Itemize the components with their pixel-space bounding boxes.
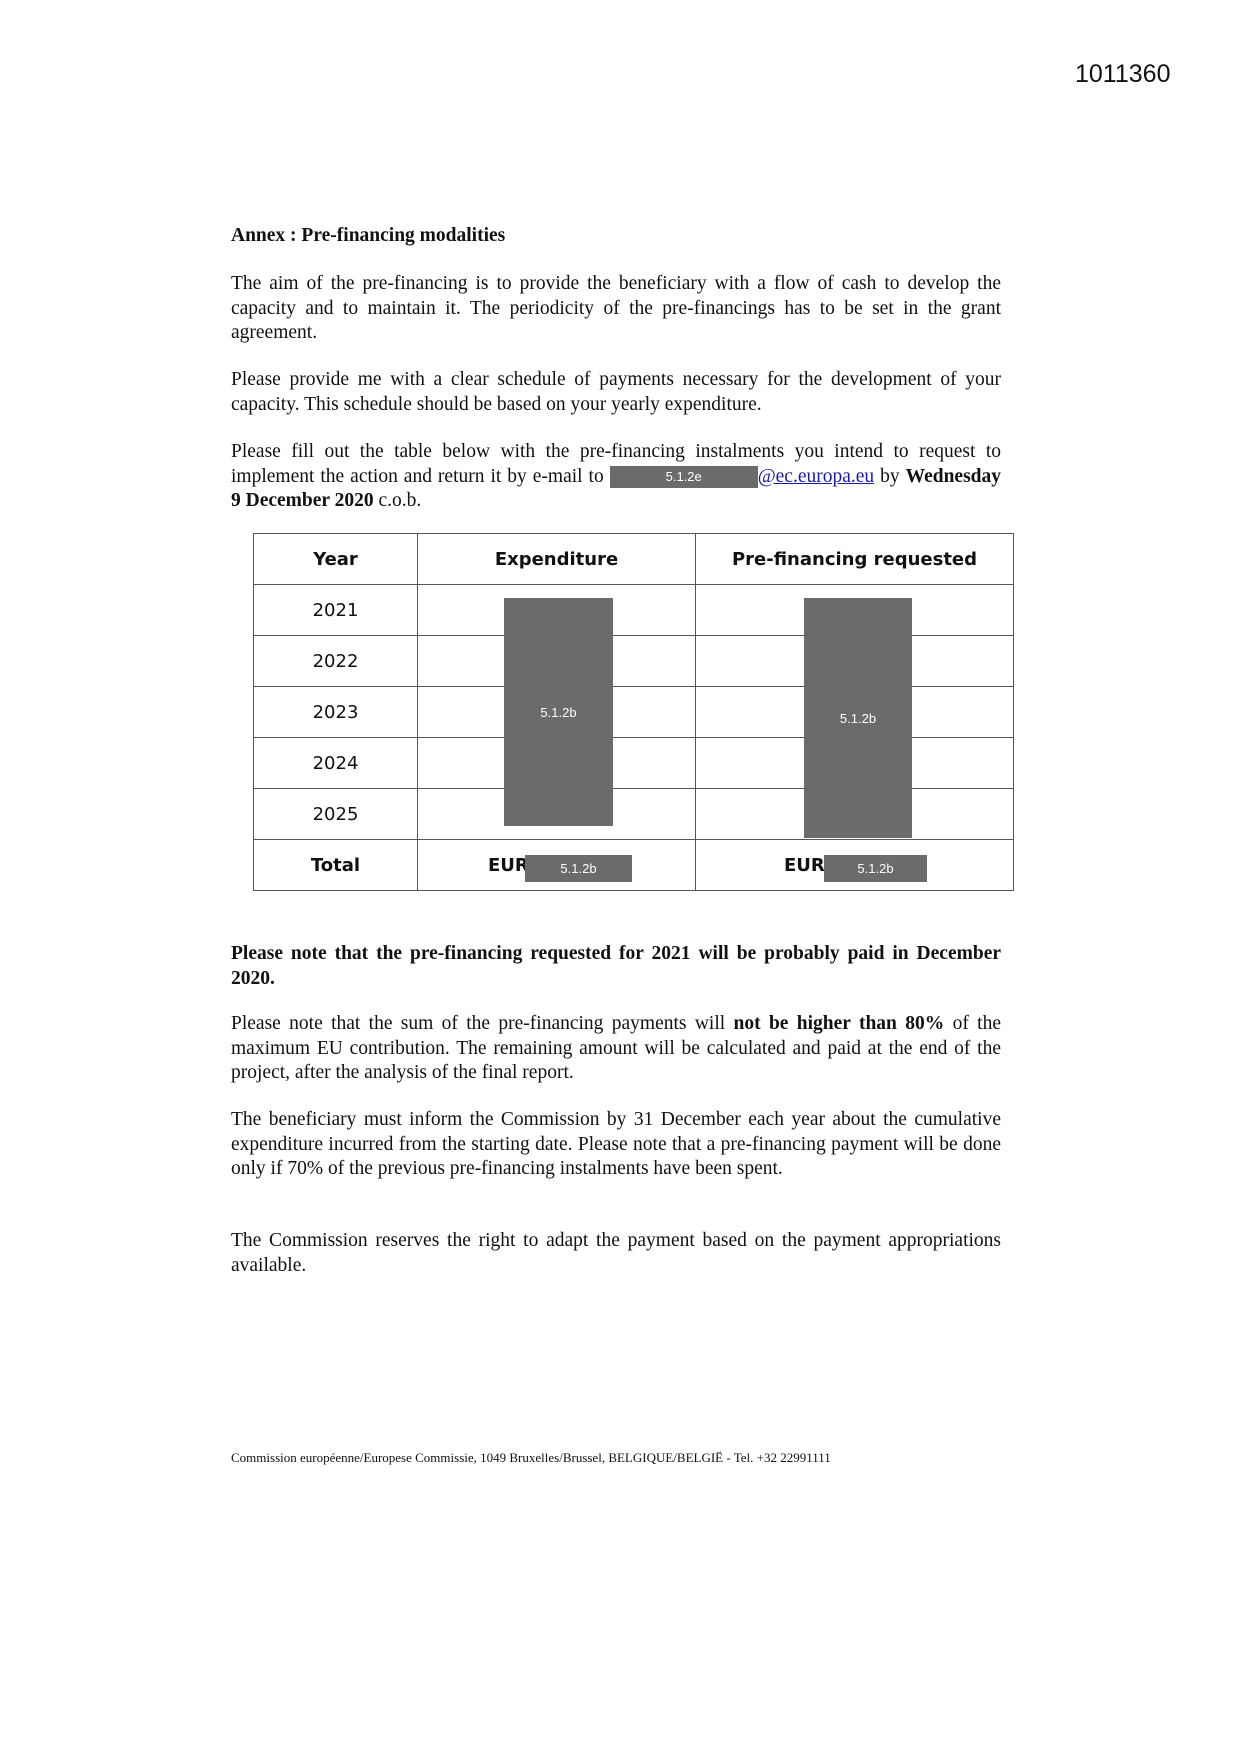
redaction: 5.1.2e xyxy=(609,466,758,489)
year-cell: 2024 xyxy=(253,737,418,789)
header-prefinancing: Pre-financing requested xyxy=(695,533,1014,585)
redaction-prefinancing: 5.1.2b xyxy=(804,598,912,838)
heading: Annex : Pre-financing modalities xyxy=(231,225,506,246)
total-label: Total xyxy=(253,839,418,891)
year-cell: 2023 xyxy=(253,686,418,738)
paragraph-reserves: The Commission reserves the right to ada… xyxy=(231,1230,1001,1276)
year-cell: 2021 xyxy=(253,584,418,636)
note-paragraph: Please note that the pre-financing reque… xyxy=(231,943,1001,989)
header-expenditure: Expenditure xyxy=(417,533,696,585)
paragraph-80-percent: Please note that the sum of the pre-fina… xyxy=(231,1013,1001,1084)
redaction-total-expenditure: 5.1.2b xyxy=(525,855,632,882)
paragraph-fill-out: Please fill out the table below with the… xyxy=(231,441,1001,512)
header-year: Year xyxy=(253,533,418,585)
footer: Commission européenne/Europese Commissie… xyxy=(231,1450,831,1465)
paragraph-aim: The aim of the pre-financing is to provi… xyxy=(231,273,1001,344)
document-number: 1011360 xyxy=(1075,60,1171,88)
year-cell: 2022 xyxy=(253,635,418,687)
year-cell: 2025 xyxy=(253,788,418,840)
redaction-expenditure: 5.1.2b xyxy=(504,598,613,826)
email-link[interactable]: @ec.europa.eu xyxy=(757,465,875,487)
paragraph-inform: The beneficiary must inform the Commissi… xyxy=(231,1109,1001,1180)
redaction-total-prefinancing: 5.1.2b xyxy=(824,855,927,882)
paragraph-schedule: Please provide me with a clear schedule … xyxy=(231,369,1001,415)
